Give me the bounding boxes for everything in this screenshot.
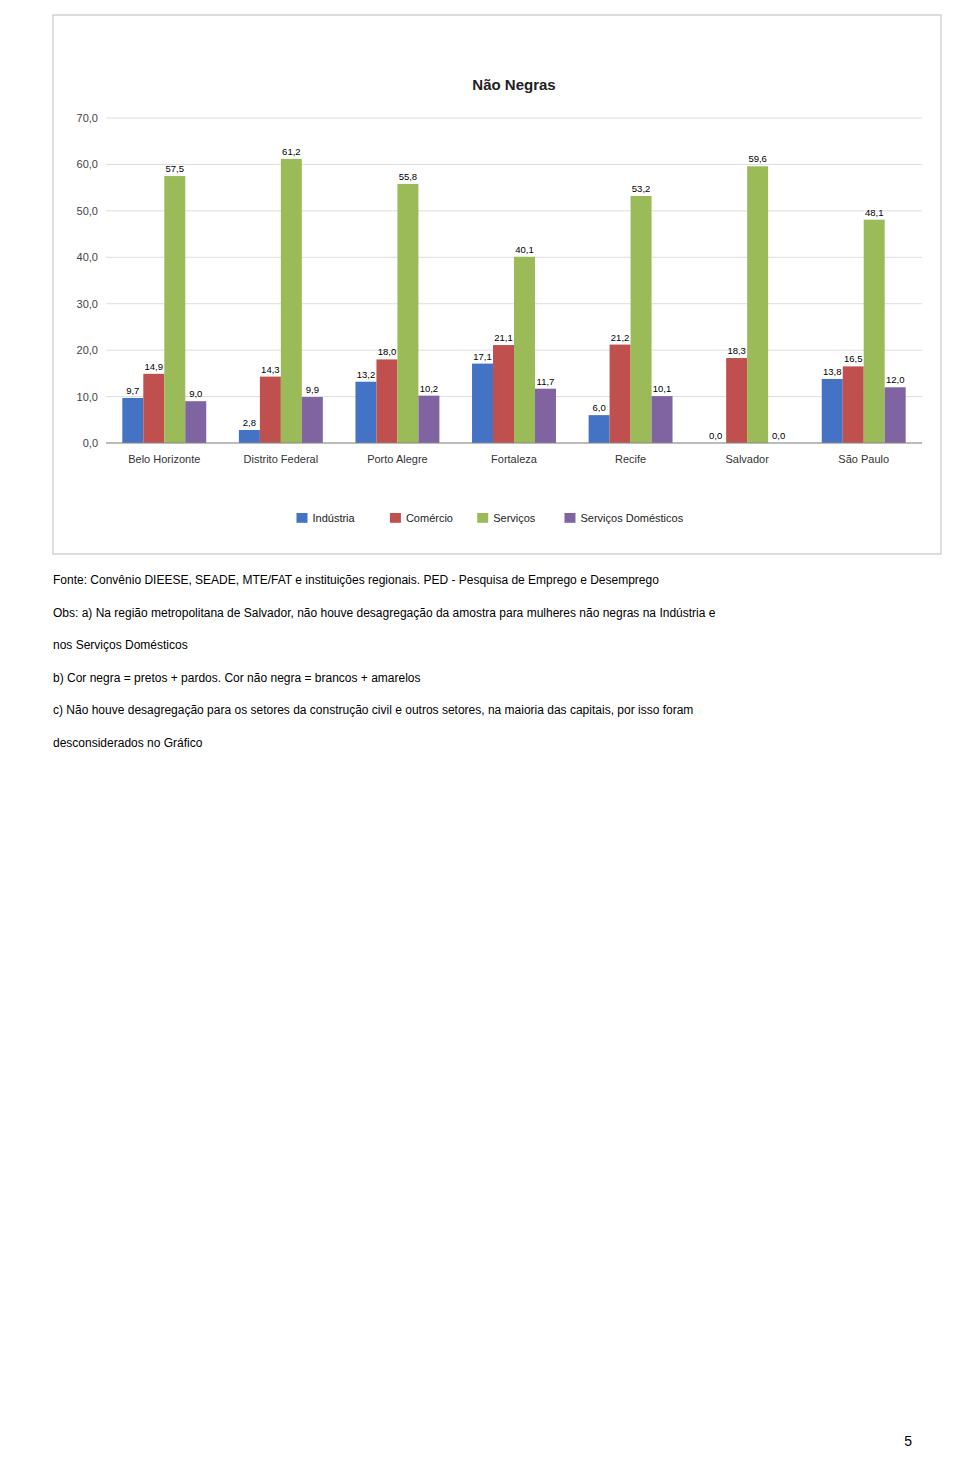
data-label: 17,1: [473, 351, 492, 362]
grid-line: [106, 118, 922, 119]
data-label: 6,0: [592, 402, 605, 413]
footnote: nos Serviços Domésticos: [53, 638, 188, 652]
data-label: 55,8: [399, 171, 418, 182]
footnote: b) Cor negra = pretos + pardos. Cor não …: [53, 671, 421, 685]
bar: [885, 387, 906, 443]
x-tick-label: Recife: [615, 453, 646, 465]
bar: [514, 257, 535, 443]
legend-swatch: [296, 513, 307, 523]
footnote: desconsiderados no Gráfico: [53, 736, 203, 750]
x-axis-line: [106, 443, 922, 444]
bar: [281, 159, 302, 443]
bar: [631, 196, 652, 443]
legend-swatch: [477, 513, 488, 523]
y-tick-label: 50,0: [77, 205, 98, 217]
footnotes: Fonte: Convênio DIEESE, SEADE, MTE/FAT e…: [53, 573, 716, 750]
bars: [122, 159, 905, 443]
bar: [822, 379, 843, 443]
data-label: 59,6: [748, 153, 767, 164]
footnote: Fonte: Convênio DIEESE, SEADE, MTE/FAT e…: [53, 573, 659, 587]
y-tick-label: 20,0: [77, 344, 98, 356]
bar: [843, 366, 864, 443]
legend-swatch: [390, 513, 401, 523]
y-tick-label: 10,0: [77, 391, 98, 403]
bar: [535, 389, 556, 443]
data-label: 10,2: [420, 383, 439, 394]
page-number: 5: [904, 1433, 912, 1449]
footnote: c) Não houve desagregação para os setore…: [53, 703, 693, 717]
bar: [589, 415, 610, 443]
grid-line: [106, 164, 922, 165]
bar: [610, 345, 631, 443]
y-tick-label: 30,0: [77, 298, 98, 310]
data-label: 9,9: [306, 384, 319, 395]
bar: [397, 184, 418, 443]
y-axis: 0,0 10,0 20,0 30,0 40,0 50,0 60,0 70,0: [77, 112, 98, 449]
data-label: 13,2: [357, 369, 376, 380]
x-axis: Belo Horizonte Distrito Federal Porto Aleg…: [128, 453, 889, 465]
data-label: 14,3: [261, 364, 280, 375]
data-label: 11,7: [537, 376, 555, 387]
data-labels: 9,7 2,8 13,2 17,1 6,0 0,0 13,8 14,9 14,3 18,0 21,1…: [126, 146, 904, 441]
bar: [143, 374, 164, 443]
data-label: 57,5: [166, 163, 185, 174]
data-label: 12,0: [886, 374, 905, 385]
data-label: 21,2: [611, 332, 630, 343]
bar: [164, 176, 185, 443]
legend-label: Serviços Domésticos: [580, 512, 683, 524]
data-label: 61,2: [282, 146, 301, 157]
y-tick-label: 0,0: [83, 437, 98, 449]
grid-line: [106, 210, 922, 211]
data-label: 48,1: [865, 207, 884, 218]
data-label: 18,3: [727, 345, 746, 356]
bar: [239, 430, 260, 443]
bar: [864, 220, 885, 443]
data-label: 10,1: [653, 383, 672, 394]
data-label: 0,0: [709, 430, 722, 441]
legend: Indústria Comércio Serviços Serviços Domést…: [296, 512, 683, 524]
x-tick-label: Salvador: [725, 453, 769, 465]
legend-label: Indústria: [312, 512, 355, 524]
data-label: 53,2: [632, 183, 651, 194]
x-tick-label: São Paulo: [838, 453, 889, 465]
bar: [472, 364, 493, 443]
y-tick-label: 60,0: [77, 158, 98, 170]
chart-title: Não Negras: [472, 76, 555, 93]
grid-line: [106, 443, 922, 444]
x-tick-label: Distrito Federal: [244, 453, 319, 465]
chart-box: [53, 15, 941, 554]
legend-label: Comércio: [406, 512, 453, 524]
data-label: 0,0: [772, 430, 785, 441]
data-label: 2,8: [243, 417, 256, 428]
legend-label: Serviços: [493, 512, 536, 524]
bar: [122, 398, 143, 443]
bar: [260, 377, 281, 443]
data-label: 16,5: [844, 353, 863, 364]
grid: [106, 118, 922, 443]
bar: [652, 396, 673, 443]
bar: [493, 345, 514, 443]
footnote: Obs: a) Na região metropolitana de Salva…: [53, 606, 716, 620]
x-tick-label: Fortaleza: [491, 453, 538, 465]
data-label: 40,1: [515, 244, 534, 255]
bar: [185, 401, 206, 443]
data-label: 9,0: [189, 388, 202, 399]
bar: [302, 397, 323, 443]
data-label: 9,7: [126, 385, 139, 396]
bar: [418, 396, 439, 443]
bar: [726, 358, 747, 443]
data-label: 18,0: [378, 346, 397, 357]
bar: [355, 382, 376, 443]
y-tick-label: 40,0: [77, 251, 98, 263]
data-label: 14,9: [145, 361, 164, 372]
bar: [376, 359, 397, 443]
legend-swatch: [564, 513, 575, 523]
y-tick-label: 70,0: [77, 112, 98, 124]
x-tick-label: Belo Horizonte: [128, 453, 200, 465]
x-tick-label: Porto Alegre: [367, 453, 428, 465]
data-label: 21,1: [494, 332, 513, 343]
data-label: 13,8: [823, 366, 842, 377]
bar: [747, 166, 768, 443]
chart-page: Não Negras0,010,020,030,040,050,060,070,…: [0, 0, 960, 1476]
